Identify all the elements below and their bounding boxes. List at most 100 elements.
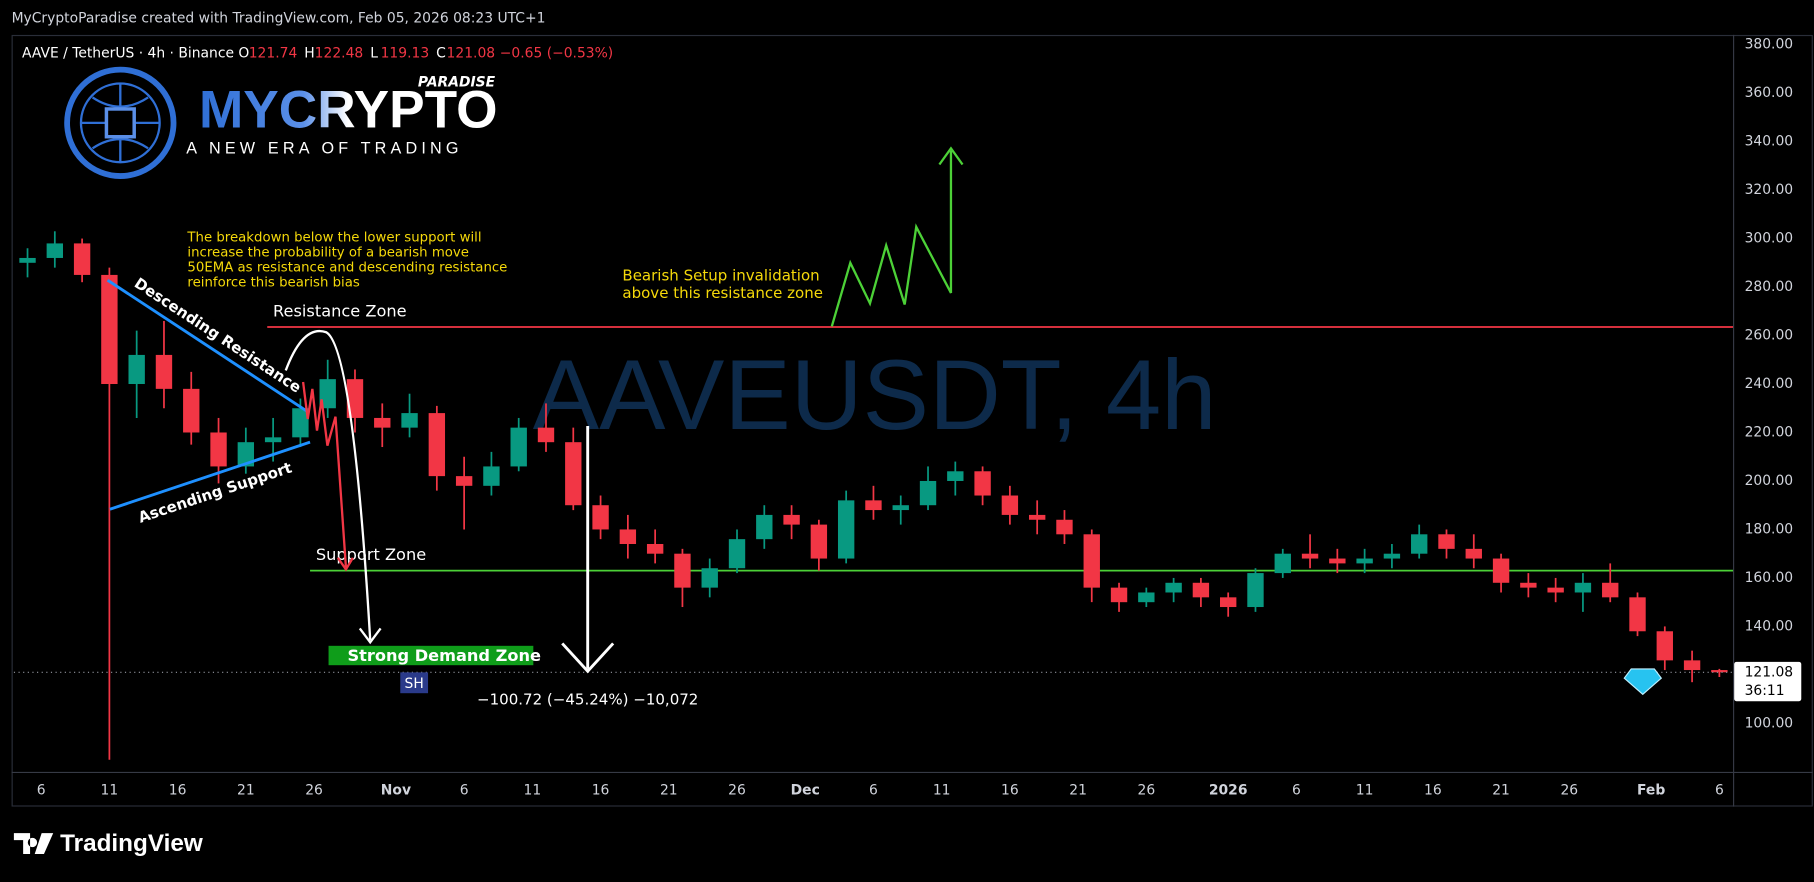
y-tick-label: 160.00: [1745, 570, 1794, 586]
candle-body: [1028, 514, 1046, 520]
x-tick-label: 16: [1001, 782, 1019, 798]
x-tick-label: 21: [237, 782, 255, 798]
candle-body: [46, 243, 64, 258]
candle-body: [155, 354, 173, 389]
arrow-head: [358, 627, 382, 645]
bullish-path: [830, 150, 953, 327]
candle-body: [264, 437, 282, 443]
ohlc-change: −0.65 (−0.53%): [500, 45, 613, 61]
swing-high-label: SH: [405, 676, 424, 692]
plot: 100.00120.00140.00160.00180.00200.00220.…: [13, 37, 1802, 798]
y-tick-label: 380.00: [1745, 37, 1794, 53]
x-tick-label: 21: [1492, 782, 1510, 798]
candle-body: [401, 413, 418, 428]
candle-body: [728, 539, 746, 569]
note: The breakdown below the lower support wi…: [186, 230, 511, 290]
candle-body: [565, 442, 582, 506]
candle-body: [1110, 587, 1128, 603]
header: MyCryptoParadise created with TradingVie…: [12, 11, 546, 27]
candle-body: [783, 514, 800, 525]
x-tick-label: 26: [728, 782, 746, 798]
x-tick-label: 16: [592, 782, 610, 798]
x-tick-label: 2026: [1209, 782, 1248, 798]
x-tick-label: 6: [37, 782, 46, 798]
y-tick-label: 200.00: [1745, 473, 1794, 489]
x-tick-label: Nov: [381, 782, 411, 798]
candle-body: [1056, 519, 1073, 535]
y-tick-label: 340.00: [1745, 134, 1794, 150]
x-tick-label: 11: [524, 782, 542, 798]
candle-body: [865, 500, 882, 511]
logo-ring: [64, 66, 177, 179]
candle-body: [1547, 587, 1564, 593]
y-tick-label: 320.00: [1745, 182, 1794, 198]
candle-body: [619, 529, 637, 545]
candle-body: [237, 442, 255, 467]
candle-body: [319, 379, 336, 409]
candle-body: [1247, 573, 1264, 608]
diamond-icon: [1623, 668, 1663, 696]
frame: [11, 34, 1813, 807]
y-tick-label: 300.00: [1745, 231, 1794, 247]
x-tick-label: 6: [869, 782, 878, 798]
x-tick-label: 6: [1292, 782, 1301, 798]
footer-logo: TradingView: [13, 830, 203, 857]
note-line: 50EMA as resistance and descending resis…: [187, 260, 507, 275]
x-tick-label: 6: [1715, 782, 1724, 798]
candle-body: [919, 480, 937, 506]
candle-body: [701, 568, 718, 588]
arrow-head: [561, 642, 615, 674]
invalidation-note: Bearish Setup invalidation above this re…: [622, 266, 824, 301]
footer-brand: TradingView: [60, 830, 203, 857]
candle-body: [974, 471, 991, 496]
bearish-path: [301, 381, 348, 568]
candle-body: [1329, 558, 1346, 564]
note-line: Bearish Setup invalidation: [622, 266, 819, 284]
candle-body: [210, 432, 227, 467]
y-tick-label: 220.00: [1745, 424, 1794, 440]
x-tick-label: Feb: [1637, 782, 1665, 798]
candle-body: [1165, 582, 1182, 593]
ohlc-value: 119.13: [381, 45, 430, 61]
candle-body: [674, 553, 691, 588]
candle-body: [1301, 553, 1319, 559]
y-tick-label: 180.00: [1745, 521, 1794, 537]
candle-body: [947, 471, 964, 481]
logo-chip: [104, 107, 136, 139]
logo-slogan: A NEW ERA OF TRADING: [186, 140, 462, 158]
ohlc-value: 121.74: [249, 45, 298, 61]
x-tick-label: 11: [101, 782, 119, 798]
candle-body: [592, 505, 609, 530]
candle-body: [73, 243, 91, 275]
logo-name: MYCRYPTO: [199, 81, 498, 140]
note-line: above this resistance zone: [622, 283, 823, 301]
x-tick-label: 26: [305, 782, 323, 798]
candle-body: [374, 417, 391, 428]
candle-body: [1356, 558, 1373, 564]
note-line: The breakdown below the lower support wi…: [186, 230, 481, 245]
watermark: AAVEUSDT, 4h: [533, 340, 1217, 451]
candle-body: [1383, 553, 1401, 559]
candle-body: [1274, 553, 1291, 574]
last-price-badge: [1734, 661, 1802, 702]
candle-body: [510, 427, 527, 467]
x-tick-label: 11: [933, 782, 951, 798]
candle-body: [128, 354, 145, 385]
x-tick-label: 26: [1138, 782, 1156, 798]
candle-body: [1083, 534, 1100, 588]
ohlc-label: H: [304, 45, 314, 61]
candle-body: [1138, 592, 1155, 603]
demand-zone-label: Strong Demand Zone: [347, 646, 541, 665]
level-label: Support Zone: [316, 545, 426, 564]
candle-body: [19, 257, 36, 263]
x-tick-label: 21: [1069, 782, 1087, 798]
measure-label: −100.72 (−45.24%) −10,072: [477, 691, 698, 709]
ohlc-label: O: [238, 45, 249, 61]
swing-high-badge: [400, 672, 429, 694]
candle-body: [537, 427, 555, 443]
demand-zone: [328, 645, 534, 666]
x-tick-label: 21: [660, 782, 678, 798]
x-tick-label: 16: [1424, 782, 1442, 798]
ohlc-label: L: [370, 45, 378, 61]
